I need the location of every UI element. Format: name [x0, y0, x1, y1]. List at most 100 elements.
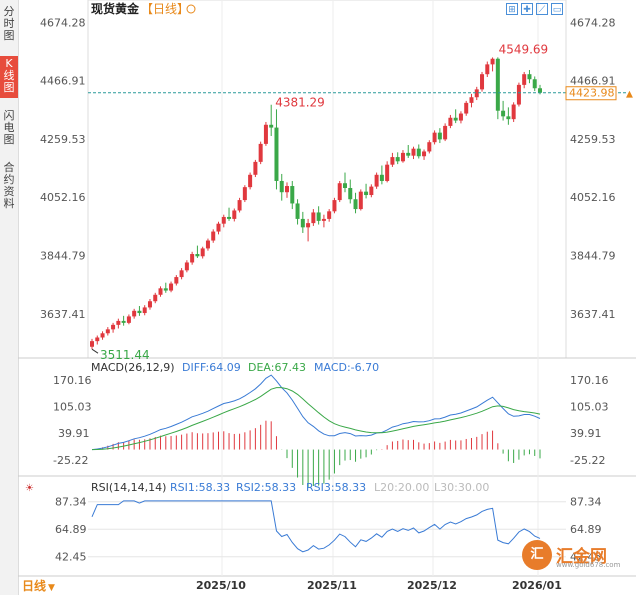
- candle-body: [474, 89, 479, 98]
- candle-body: [274, 127, 279, 181]
- candle-body: [163, 288, 168, 291]
- candle-body: [111, 324, 116, 330]
- candle-body: [285, 186, 290, 193]
- rsi-label-left: 87.34: [55, 496, 87, 509]
- rsi-panel: ☀ RSI(14,14,14) RSI1:58.33 RSI2:58.33 RSI3:5…: [25, 481, 602, 564]
- candle-body: [269, 124, 274, 128]
- macd-value: MACD:-6.70: [314, 361, 379, 374]
- candle-body: [390, 157, 395, 165]
- chart-title: 现货黄金: [91, 1, 140, 16]
- watermark-url: www.gold678.com: [556, 561, 621, 569]
- candle-body: [490, 58, 495, 65]
- price-label-right: 4466.91: [570, 75, 616, 88]
- rsi-l20: L20:20.00: [374, 481, 429, 494]
- price-label-left: 3637.41: [40, 308, 86, 321]
- rsi3: RSI3:58.33: [306, 481, 366, 494]
- fit-icon[interactable]: ⊞: [506, 3, 518, 15]
- candle-body: [516, 84, 521, 105]
- candle-body: [522, 74, 527, 85]
- x-axis-label: 2025/11: [307, 579, 357, 592]
- rsi-l30: L30:30.00: [434, 481, 489, 494]
- candle-body: [195, 254, 200, 257]
- macd-label-left: 39.91: [58, 427, 90, 440]
- rsi-label-right: 42.45: [570, 551, 602, 564]
- candle-body: [364, 191, 369, 196]
- macd-label-right: 39.91: [570, 427, 602, 440]
- sun-icon: ☀: [25, 483, 34, 494]
- candle-body: [506, 116, 511, 120]
- candle-body: [437, 132, 442, 140]
- rsi1: RSI1:58.33: [170, 481, 230, 494]
- candle-body: [406, 152, 411, 156]
- candle-body: [422, 151, 427, 157]
- candle-body: [511, 104, 516, 120]
- dea-line: [91, 387, 541, 451]
- high-marker-1: 4381.29: [275, 96, 325, 110]
- macd-title: MACD(26,12,9): [91, 361, 175, 374]
- tab-0[interactable]: 分时图: [3, 5, 15, 42]
- line-icon[interactable]: ⟋: [536, 3, 548, 15]
- candle-body: [184, 262, 189, 271]
- tab-3[interactable]: 合约资料: [3, 161, 15, 210]
- current-price-text: 4423.98: [569, 87, 615, 100]
- triangle-up-icon: ▲: [626, 90, 633, 100]
- macd-panel: MACD(26,12,9) DIFF:64.09 DEA:67.43 MACD:-6.…: [53, 361, 609, 488]
- price-label-left: 4466.91: [40, 75, 86, 88]
- candle-body: [90, 341, 94, 347]
- price-label-right: 3637.41: [570, 308, 616, 321]
- candle-body: [353, 199, 358, 210]
- price-label-right: 4674.28: [570, 16, 616, 29]
- rsi-label-left: 42.45: [55, 551, 87, 564]
- candle-body: [147, 301, 152, 308]
- candle-body: [374, 174, 379, 187]
- rsi-label-left: 64.89: [55, 523, 87, 536]
- candle-body: [469, 97, 474, 103]
- watermark-logo: 汇: [522, 540, 552, 570]
- price-label-left: 4674.28: [40, 16, 86, 29]
- candle-body: [174, 277, 179, 284]
- candle-body: [137, 310, 142, 314]
- period-tag: 【日线】: [141, 2, 189, 16]
- macd-label-right: -25.22: [570, 454, 605, 467]
- candle-body: [253, 161, 258, 175]
- box-icon[interactable]: ▭: [551, 3, 563, 15]
- tab-2[interactable]: 闪电图: [3, 109, 15, 146]
- candle-body: [132, 310, 137, 317]
- candle-body: [216, 223, 221, 232]
- gear-icon[interactable]: [186, 4, 196, 14]
- candle-body: [295, 203, 300, 219]
- candle-body: [527, 74, 532, 80]
- x-axis-label: 2025/12: [407, 579, 457, 592]
- candle-body: [237, 200, 242, 211]
- macd-label-left: 170.16: [53, 374, 92, 387]
- candle-body: [121, 320, 126, 323]
- candle-body: [458, 113, 463, 121]
- candle-body: [142, 307, 147, 314]
- candle-body: [290, 186, 295, 204]
- candle-body: [379, 174, 384, 181]
- price-label-left: 3844.79: [40, 249, 86, 262]
- candle-body: [400, 152, 405, 162]
- price-label-left: 4259.53: [40, 133, 86, 146]
- candle-body: [448, 117, 453, 126]
- candle-body: [348, 188, 353, 200]
- candle-body: [205, 240, 210, 249]
- macd-label-right: 170.16: [570, 374, 609, 387]
- triangle-down-icon: ▼: [48, 583, 55, 593]
- candle-body: [538, 88, 542, 93]
- tab-1[interactable]: K线图: [0, 56, 18, 98]
- candle-body: [221, 216, 226, 224]
- crosshair-icon[interactable]: ✚: [521, 3, 533, 15]
- candle-body: [227, 216, 232, 219]
- candle-body: [248, 174, 253, 188]
- candle-body: [411, 148, 416, 156]
- low-marker: 3511.44: [100, 348, 150, 362]
- candle-body: [169, 283, 174, 291]
- period-selector[interactable]: 日线 ▼: [22, 578, 78, 594]
- candle-body: [190, 254, 195, 263]
- chart-controls: ⊞ ✚ ⟋ ▭: [506, 3, 566, 17]
- price-label-right: 4259.53: [570, 133, 616, 146]
- rsi-title: RSI(14,14,14): [91, 481, 166, 494]
- candle-body: [427, 142, 432, 152]
